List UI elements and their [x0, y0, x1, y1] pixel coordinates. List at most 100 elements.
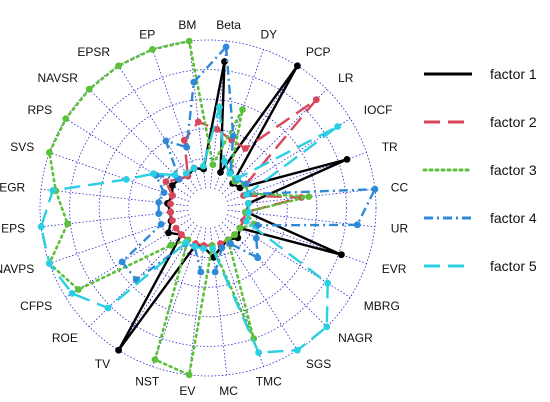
data-point [185, 37, 193, 45]
axis-label-nagr: NAGR [338, 331, 373, 345]
data-point [254, 222, 261, 229]
axis-labels: Beta DY PCP LR IOCF TR CC UR EVR MBRG NAGR SGS TMC MC… [0, 18, 408, 398]
axis-label-epsr: EPSR [77, 45, 110, 59]
data-point [305, 193, 313, 201]
legend-label: factor 1 [490, 66, 537, 82]
data-point [242, 145, 249, 152]
data-point [226, 170, 234, 177]
series-4 [118, 43, 379, 284]
data-point [236, 224, 244, 232]
data-point [167, 200, 174, 208]
data-point [122, 176, 130, 183]
data-point [371, 185, 379, 193]
axis-label-lr: LR [338, 71, 354, 85]
data-point [151, 356, 159, 363]
data-point [254, 254, 262, 262]
series-3 [46, 37, 313, 379]
data-point [167, 241, 175, 249]
grid-spoke [188, 227, 207, 375]
data-point [169, 192, 176, 199]
data-point [243, 218, 250, 225]
data-point [171, 171, 179, 179]
data-point [229, 132, 237, 140]
data-point [182, 239, 190, 246]
data-point [180, 136, 188, 144]
data-point [324, 279, 332, 287]
data-point [68, 290, 76, 297]
data-point [194, 118, 202, 126]
axis-label-bm: BM [178, 18, 196, 32]
data-point [338, 251, 345, 259]
data-point [191, 243, 199, 250]
axis-label-beta: Beta [216, 18, 241, 32]
grid-ring [128, 128, 288, 288]
axis-label-dy: DY [260, 27, 277, 41]
axis-label-ur: UR [391, 222, 409, 236]
radar-series [37, 37, 379, 379]
grid-spoke [209, 227, 228, 375]
legend-item: factor 1 [424, 66, 537, 82]
axis-label-sgs: SGS [306, 357, 331, 371]
data-point [162, 178, 170, 186]
data-point [150, 170, 157, 178]
data-point [175, 175, 183, 183]
axis-label-tv: TV [95, 357, 110, 371]
data-point [343, 156, 351, 163]
data-point [115, 346, 122, 354]
legend-item: factor 3 [422, 162, 537, 178]
axis-label-navsr: NAVSR [37, 71, 78, 85]
legend-label: factor 3 [490, 162, 537, 178]
data-point [155, 199, 163, 206]
series-line [48, 39, 311, 377]
axis-label-pcp: PCP [306, 45, 331, 59]
data-point [149, 46, 156, 53]
data-point [85, 85, 93, 93]
axis-label-iocf: IOCF [364, 103, 393, 117]
grid-spoke [65, 218, 192, 298]
data-point [200, 245, 207, 252]
grid-ring [69, 69, 347, 347]
grid-spoke [49, 214, 190, 264]
data-point [209, 161, 217, 169]
legend-label: factor 2 [490, 114, 537, 130]
data-point [46, 260, 53, 267]
grid-ring [39, 39, 377, 377]
legend-label: factor 5 [490, 258, 537, 274]
data-point [115, 62, 122, 70]
axis-label-cfps: CFPS [20, 299, 52, 313]
axis-label-navps: NAVPS [0, 262, 34, 276]
data-point [168, 182, 176, 189]
axis-label-rps: RPS [28, 103, 53, 117]
data-point [231, 231, 239, 239]
grid-ring [98, 98, 318, 318]
data-point [221, 157, 228, 165]
data-point [239, 106, 246, 113]
data-point [167, 208, 174, 216]
data-point [227, 240, 234, 248]
data-point [294, 346, 301, 354]
data-point [221, 58, 228, 65]
legend-label: factor 4 [490, 210, 537, 226]
data-point [255, 349, 262, 356]
data-point [218, 244, 226, 252]
data-point [197, 268, 205, 276]
axis-label-ev: EV [179, 384, 195, 398]
data-point [216, 103, 223, 111]
grid-spoke [88, 221, 195, 328]
axis-label-tmc: TMC [256, 375, 282, 389]
data-point [49, 187, 57, 194]
axis-label-egr: EGR [0, 180, 26, 194]
legend-item: factor 2 [424, 114, 537, 130]
data-point [312, 96, 320, 104]
legend-item: factor 5 [424, 258, 537, 274]
data-point [222, 43, 230, 51]
axis-label-evr: EVR [382, 262, 407, 276]
legend: factor 1 factor 2 factor 3 factor 4 factor 5 [422, 66, 537, 274]
data-point [64, 220, 71, 228]
series-5 [37, 103, 342, 356]
data-point [177, 231, 185, 239]
axis-label-roe: ROE [52, 331, 78, 345]
data-point [172, 224, 180, 232]
data-point [294, 62, 301, 70]
